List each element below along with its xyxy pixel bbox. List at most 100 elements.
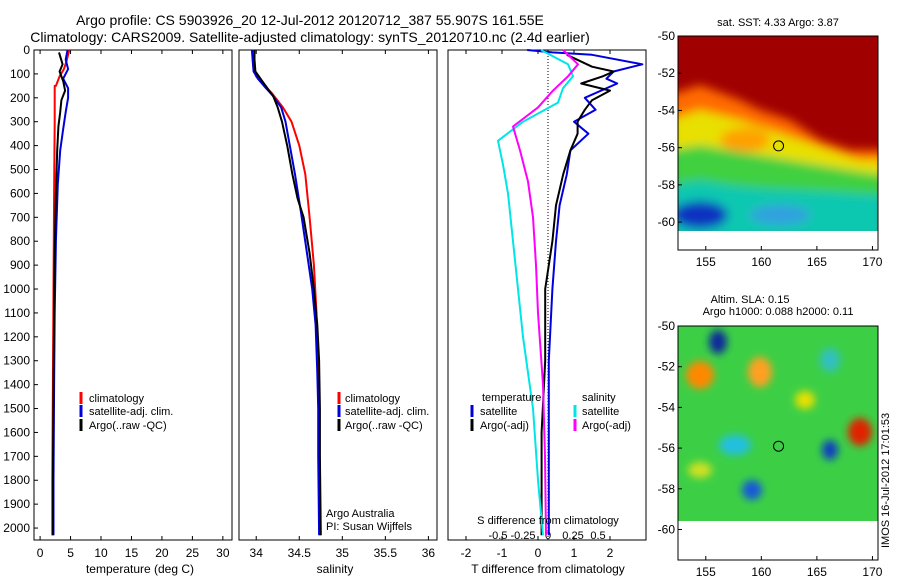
sla-map: Altim. SLA: 0.15 Argo h1000: 0.088 h2000… bbox=[658, 294, 883, 579]
x-tick-label: 15 bbox=[125, 546, 139, 560]
salinity-xlabel: salinity bbox=[317, 562, 354, 576]
depth-tick-label: 1400 bbox=[3, 378, 30, 392]
x-tick-label: 25 bbox=[186, 546, 200, 560]
x-tick-label: 10 bbox=[94, 546, 108, 560]
temperature-legend: climatology satellite-adj. clim. Argo(..… bbox=[79, 392, 173, 432]
sla-base bbox=[678, 326, 878, 521]
depth-tick-label: 1200 bbox=[3, 330, 30, 344]
temperature-ticks: 0 5 10 15 20 25 30 bbox=[37, 50, 230, 560]
x-tick-label: 34.5 bbox=[288, 546, 312, 560]
x-tick-label: 5 bbox=[67, 546, 74, 560]
lat-tick-label: -52 bbox=[658, 360, 676, 374]
temperature-lines bbox=[51, 49, 71, 536]
sst-cold-patch bbox=[750, 205, 810, 225]
legend-label-satellite: satellite-adj. clim. bbox=[89, 406, 173, 418]
footer-timestamp: IMOS 16-Jul-2012 17:01:53 bbox=[880, 413, 892, 548]
difference-legend: temperature salinity satellite Argo(-adj… bbox=[470, 392, 631, 432]
salinity-panel: 34 34.5 35 35.5 36 salinity climatology sate… bbox=[238, 49, 438, 576]
legend-label-s-satellite: satellite bbox=[582, 406, 619, 418]
lon-tick-label: 165 bbox=[807, 565, 827, 579]
difference-axes-box bbox=[447, 49, 647, 541]
depth-tick-label: 1100 bbox=[4, 306, 30, 320]
lat-tick-label: -56 bbox=[658, 141, 676, 155]
depth-tick-label: 700 bbox=[10, 210, 30, 224]
sla-high-3 bbox=[848, 418, 872, 446]
x-tick-label: 35.5 bbox=[374, 546, 398, 560]
x-tick-label: 20 bbox=[155, 546, 169, 560]
series-line bbox=[253, 50, 322, 536]
lat-tick-label: -54 bbox=[658, 400, 676, 414]
sla-yellow-1 bbox=[688, 462, 712, 478]
legend-title-temperature: temperature bbox=[482, 392, 541, 404]
sst-orange-patch bbox=[720, 128, 770, 152]
legend-label-satellite: satellite-adj. clim. bbox=[345, 406, 429, 418]
lat-tick-label: -58 bbox=[658, 178, 676, 192]
series-line bbox=[250, 49, 321, 536]
sla-map-title1: Altim. SLA: 0.15 bbox=[711, 294, 790, 306]
argo-position-marker bbox=[773, 140, 785, 152]
sla-field bbox=[678, 326, 878, 521]
legend-label-argo: Argo(..raw -QC) bbox=[345, 420, 423, 432]
legend-label-s-argo: Argo(-adj) bbox=[582, 420, 631, 432]
lon-tick-label: 160 bbox=[751, 255, 771, 269]
legend-label-climatology: climatology bbox=[89, 393, 145, 405]
annotation-pi: PI: Susan Wijffels bbox=[326, 521, 412, 533]
x-tick-label: 2 bbox=[607, 546, 614, 560]
depth-tick-label: 400 bbox=[10, 139, 30, 153]
depth-tick-label: 1300 bbox=[3, 354, 30, 368]
lon-tick-label: 170 bbox=[862, 565, 882, 579]
depth-tick-label: 1000 bbox=[3, 282, 30, 296]
x-tick-label: 0 bbox=[535, 546, 542, 560]
s-tick-label: 0.25 bbox=[562, 530, 583, 542]
x-tick-label: 30 bbox=[216, 546, 230, 560]
sst-map-ticks: 155 160 165 170 -50 -52 -54 -56 -58 -60 bbox=[658, 29, 883, 269]
depth-tick-label: 0 bbox=[23, 43, 30, 57]
sla-low-1 bbox=[709, 330, 727, 354]
sla-low-2 bbox=[822, 440, 838, 460]
temperature-axes-box bbox=[33, 49, 233, 541]
legend-label-t-argo: Argo(-adj) bbox=[480, 420, 529, 432]
depth-tick-label: 1800 bbox=[3, 473, 30, 487]
lon-tick-label: 155 bbox=[696, 255, 716, 269]
x-tick-label: 0 bbox=[37, 546, 44, 560]
depth-tick-label: 1600 bbox=[3, 425, 30, 439]
x-tick-label: -1 bbox=[497, 546, 508, 560]
sla-high-2 bbox=[748, 357, 772, 387]
depth-tick-label: 800 bbox=[10, 234, 30, 248]
x-tick-label: 35 bbox=[336, 546, 350, 560]
sla-map-ticks: 155 160 165 170 -50 -52 -54 -56 -58 -60 bbox=[658, 319, 883, 579]
depth-tick-label: 1500 bbox=[3, 402, 30, 416]
lon-tick-label: 160 bbox=[751, 565, 771, 579]
depth-tick-label: 300 bbox=[10, 115, 30, 129]
s-tick-label: 0 bbox=[545, 530, 551, 542]
sla-cyan-2 bbox=[820, 348, 840, 372]
x-tick-label: 36 bbox=[422, 546, 436, 560]
s-tick-label: -0.25 bbox=[510, 530, 535, 542]
series-line bbox=[540, 53, 615, 536]
argo-position-marker bbox=[773, 440, 785, 452]
depth-tick-label: 1900 bbox=[3, 497, 30, 511]
legend-label-climatology: climatology bbox=[345, 393, 401, 405]
lat-tick-label: -50 bbox=[658, 319, 676, 333]
legend-title-salinity: salinity bbox=[582, 392, 616, 404]
sla-cyan-1 bbox=[719, 435, 751, 455]
sst-field bbox=[678, 36, 878, 231]
lat-tick-label: -50 bbox=[658, 29, 676, 43]
depth-tick-label: 2000 bbox=[3, 521, 30, 535]
sla-high-1 bbox=[686, 361, 714, 389]
lat-tick-label: -54 bbox=[658, 103, 676, 117]
lat-tick-label: -52 bbox=[658, 66, 676, 80]
lat-tick-label: -56 bbox=[658, 441, 676, 455]
difference-lines bbox=[497, 49, 644, 536]
sla-high-4 bbox=[795, 391, 815, 409]
series-line bbox=[527, 49, 644, 536]
title-line2: Climatology: CARS2009. Satellite-adjuste… bbox=[30, 29, 590, 45]
salinity-legend: climatology satellite-adj. clim. Argo(..… bbox=[337, 392, 429, 432]
sla-map-box bbox=[677, 325, 879, 561]
sst-map-box bbox=[677, 35, 879, 251]
depth-tick-label: 900 bbox=[10, 258, 30, 272]
temperature-panel: 0100200300400500600700800900100011001200… bbox=[3, 43, 233, 576]
sla-low-3 bbox=[742, 480, 762, 500]
x-tick-label: 34 bbox=[250, 546, 264, 560]
